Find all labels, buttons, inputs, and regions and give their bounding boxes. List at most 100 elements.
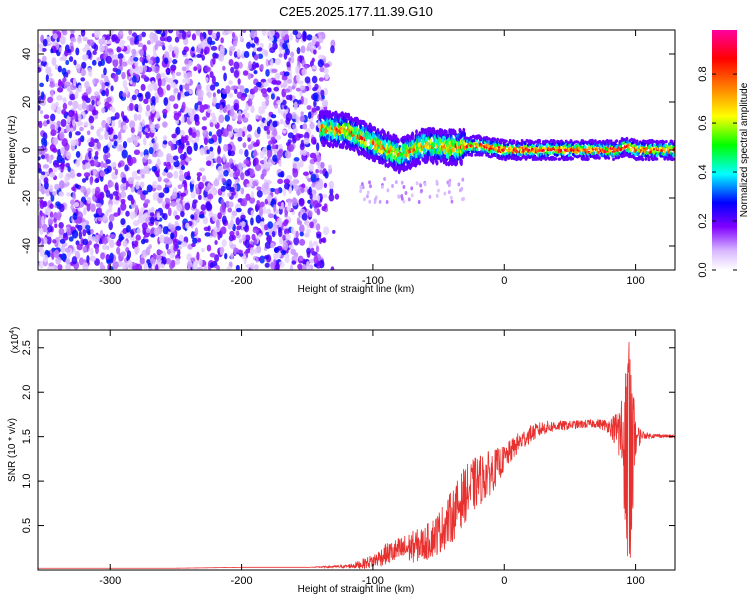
spectrogram-noise-cell xyxy=(58,172,64,179)
spectrogram-noise-cell xyxy=(107,141,113,148)
spectrogram-noise-cell xyxy=(309,221,314,229)
spectrogram-noise-cell xyxy=(220,185,226,192)
spectrogram-noise-cell xyxy=(295,230,299,239)
spectrogram-noise-cell xyxy=(71,229,79,239)
spectrogram-noise-cell xyxy=(175,225,182,231)
spectrogram-noise-cell xyxy=(217,212,222,220)
spectrogram-noise-cell xyxy=(165,187,170,194)
spectrogram-noise-cell xyxy=(57,148,62,157)
spectrogram-noise-cell xyxy=(145,169,151,175)
spectrogram-noise-cell xyxy=(309,258,315,264)
spectrogram-noise-cell xyxy=(49,184,53,193)
spectrogram-noise-cell xyxy=(122,92,127,98)
spectrogram-noise-cell xyxy=(194,102,199,111)
spectrogram-noise-cell xyxy=(88,105,94,111)
spectrogram-noise-cell xyxy=(163,178,170,183)
spectrogram-noise-cell xyxy=(66,227,72,236)
spectrogram-noise-cell xyxy=(204,46,210,55)
spectrogram-signal-cell xyxy=(560,145,563,150)
spectrogram-noise-cell xyxy=(219,246,225,254)
spectrogram-noise-cell xyxy=(60,161,65,171)
spectrogram-noise-cell xyxy=(112,261,119,270)
spectrogram-noise-cell xyxy=(92,78,96,85)
spectrogram-noise-cell xyxy=(299,208,306,215)
spectrogram-noise-cell xyxy=(260,122,265,129)
spectrogram-noise-cell xyxy=(287,144,295,153)
spectrogram-noise-cell xyxy=(113,54,119,60)
spectrogram-noise-cell xyxy=(41,55,47,62)
spectrogram-noise-cell xyxy=(172,59,178,65)
spectrogram-noise-cell xyxy=(90,95,96,100)
spectrogram-noise-cell xyxy=(185,222,190,229)
spectrogram-noise-cell xyxy=(95,78,100,84)
spectrogram-noise-cell xyxy=(293,101,298,111)
spectrogram-noise-cell xyxy=(270,114,277,119)
spectrogram-noise-cell xyxy=(177,184,183,190)
spectrogram-noise-cell xyxy=(250,217,254,226)
spectrogram-noise-cell xyxy=(130,156,137,164)
spectrogram-noise-cell xyxy=(59,180,65,189)
spectrogram-noise-cell xyxy=(145,217,149,224)
spectrogram-noise-cell xyxy=(204,232,211,237)
spectrogram-noise-cell xyxy=(61,67,67,76)
spectrogram-noise-cell xyxy=(131,170,138,180)
spectrogram-signal-cell xyxy=(515,149,519,154)
spectrogram-noise-cell xyxy=(168,95,176,102)
spectrogram-noise-cell xyxy=(162,121,168,128)
spectrogram-noise-cell xyxy=(140,74,147,79)
spectrogram-noise-cell xyxy=(111,120,116,128)
spectrogram-noise-cell xyxy=(71,256,78,265)
spectrogram-noise-cell xyxy=(58,47,62,53)
spectrogram-noise-cell xyxy=(108,221,113,231)
spectrogram-noise-cell xyxy=(203,104,209,110)
spectrogram-noise-cell xyxy=(291,260,297,265)
spectrogram-noise-cell xyxy=(284,255,290,264)
spectrogram-noise-cell xyxy=(311,65,318,70)
spectrogram-noise-cell xyxy=(271,230,276,238)
spectrogram-noise-cell xyxy=(216,156,222,165)
spectrogram-noise-cell xyxy=(301,213,308,221)
spectrogram-noise-cell xyxy=(181,115,185,124)
spectrogram-noise-cell xyxy=(145,228,151,234)
spectrogram-signal-cell xyxy=(367,155,371,161)
spectrogram-noise-cell xyxy=(270,30,275,35)
spectrogram-noise-cell xyxy=(138,65,144,74)
spectrogram-noise-cell xyxy=(194,136,200,143)
spectrogram-noise-cell xyxy=(99,45,105,52)
spectrogram-noise-cell xyxy=(276,217,283,226)
spectrogram-noise-cell xyxy=(318,77,324,82)
spectrogram-signal-cell xyxy=(541,148,545,152)
spectrogram-noise-cell xyxy=(228,201,234,208)
spectrogram-noise-cell xyxy=(250,105,255,114)
spectrogram-noise-cell xyxy=(225,200,231,208)
spectrogram-noise-cell xyxy=(282,241,289,251)
spectrogram-signal-cell xyxy=(595,147,599,151)
spectrogram-noise-cell xyxy=(260,88,268,94)
spectrogram-noise-cell xyxy=(73,59,77,66)
spectrogram-noise-cell xyxy=(57,86,64,93)
spectrogram-noise-cell xyxy=(316,208,321,216)
spectrogram-noise-cell xyxy=(286,61,291,68)
spectrogram-noise-cell xyxy=(92,169,98,176)
spectrogram-noise-cell xyxy=(279,71,284,76)
spectrogram-noise-cell xyxy=(91,236,96,242)
spectrogram-noise-cell xyxy=(149,216,155,225)
spectrogram-noise-cell xyxy=(180,210,185,218)
spectrogram-noise-cell xyxy=(324,171,329,179)
spectrogram-noise-cell xyxy=(318,54,325,60)
spectrogram-noise-cell xyxy=(236,230,240,236)
spectrogram-noise-cell xyxy=(211,189,217,195)
spectrogram-noise-cell xyxy=(94,186,101,196)
spectrogram-noise-cell xyxy=(159,263,166,269)
spectrogram-noise-cell xyxy=(39,227,44,235)
spectrogram-noise-cell xyxy=(170,224,176,232)
spectrogram-noise-cell xyxy=(173,245,179,252)
spectrogram-noise-cell xyxy=(285,94,292,101)
spectrogram-noise-cell xyxy=(243,50,250,58)
spectrogram-noise-cell xyxy=(48,72,53,77)
spectrogram-noise-cell xyxy=(185,175,192,181)
spectrogram-noise-cell xyxy=(39,248,45,257)
spectrogram-noise-cell xyxy=(144,238,149,243)
spectrogram-noise-cell xyxy=(196,84,202,91)
spectrogram-noise-cell xyxy=(230,215,236,220)
